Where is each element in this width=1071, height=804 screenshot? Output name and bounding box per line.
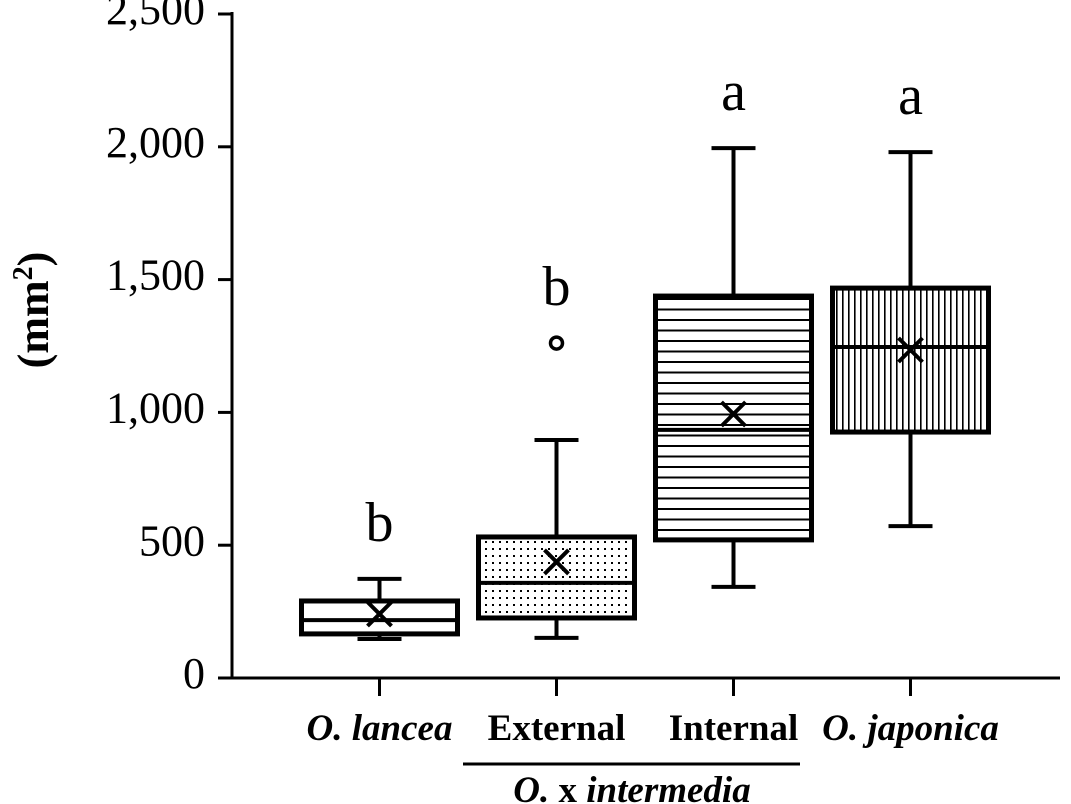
significance-letter: b: [366, 492, 394, 554]
x-tick-label: O. lancea: [307, 708, 453, 749]
mean-marker: [720, 400, 747, 428]
box: [830, 285, 991, 435]
group-label-part: O.: [513, 770, 549, 804]
significance-letter: a: [898, 65, 923, 127]
x-tick-label: External: [488, 708, 626, 749]
group-label-part: intermedia: [586, 770, 750, 804]
outlier: [548, 335, 565, 351]
y-tick-label: 2,500: [106, 0, 205, 34]
mean-marker: [543, 548, 570, 576]
y-tick-label: 500: [139, 516, 205, 565]
box: [299, 598, 460, 637]
group-label: O. x intermedia: [513, 770, 750, 804]
y-axis-label: (mm2): [8, 252, 58, 369]
group-label-part: x: [559, 770, 578, 804]
y-tick-label: 0: [183, 649, 205, 698]
y-tick-label: 1,000: [106, 383, 205, 432]
y-label-text: ): [9, 252, 58, 267]
mean-marker: [366, 600, 393, 628]
x-tick-label: O. japonica: [822, 708, 999, 749]
y-tick-label: 2,000: [106, 118, 205, 167]
significance-letter: b: [543, 256, 571, 318]
y-label-text: (mm: [9, 280, 58, 368]
significance-letter: a: [721, 61, 746, 123]
x-tick-label: Internal: [669, 708, 799, 749]
y-label-sup: 2: [8, 266, 39, 280]
box: [653, 293, 814, 543]
mean-marker: [897, 336, 924, 364]
box: [476, 534, 637, 621]
y-tick-label: 1,500: [106, 251, 205, 300]
